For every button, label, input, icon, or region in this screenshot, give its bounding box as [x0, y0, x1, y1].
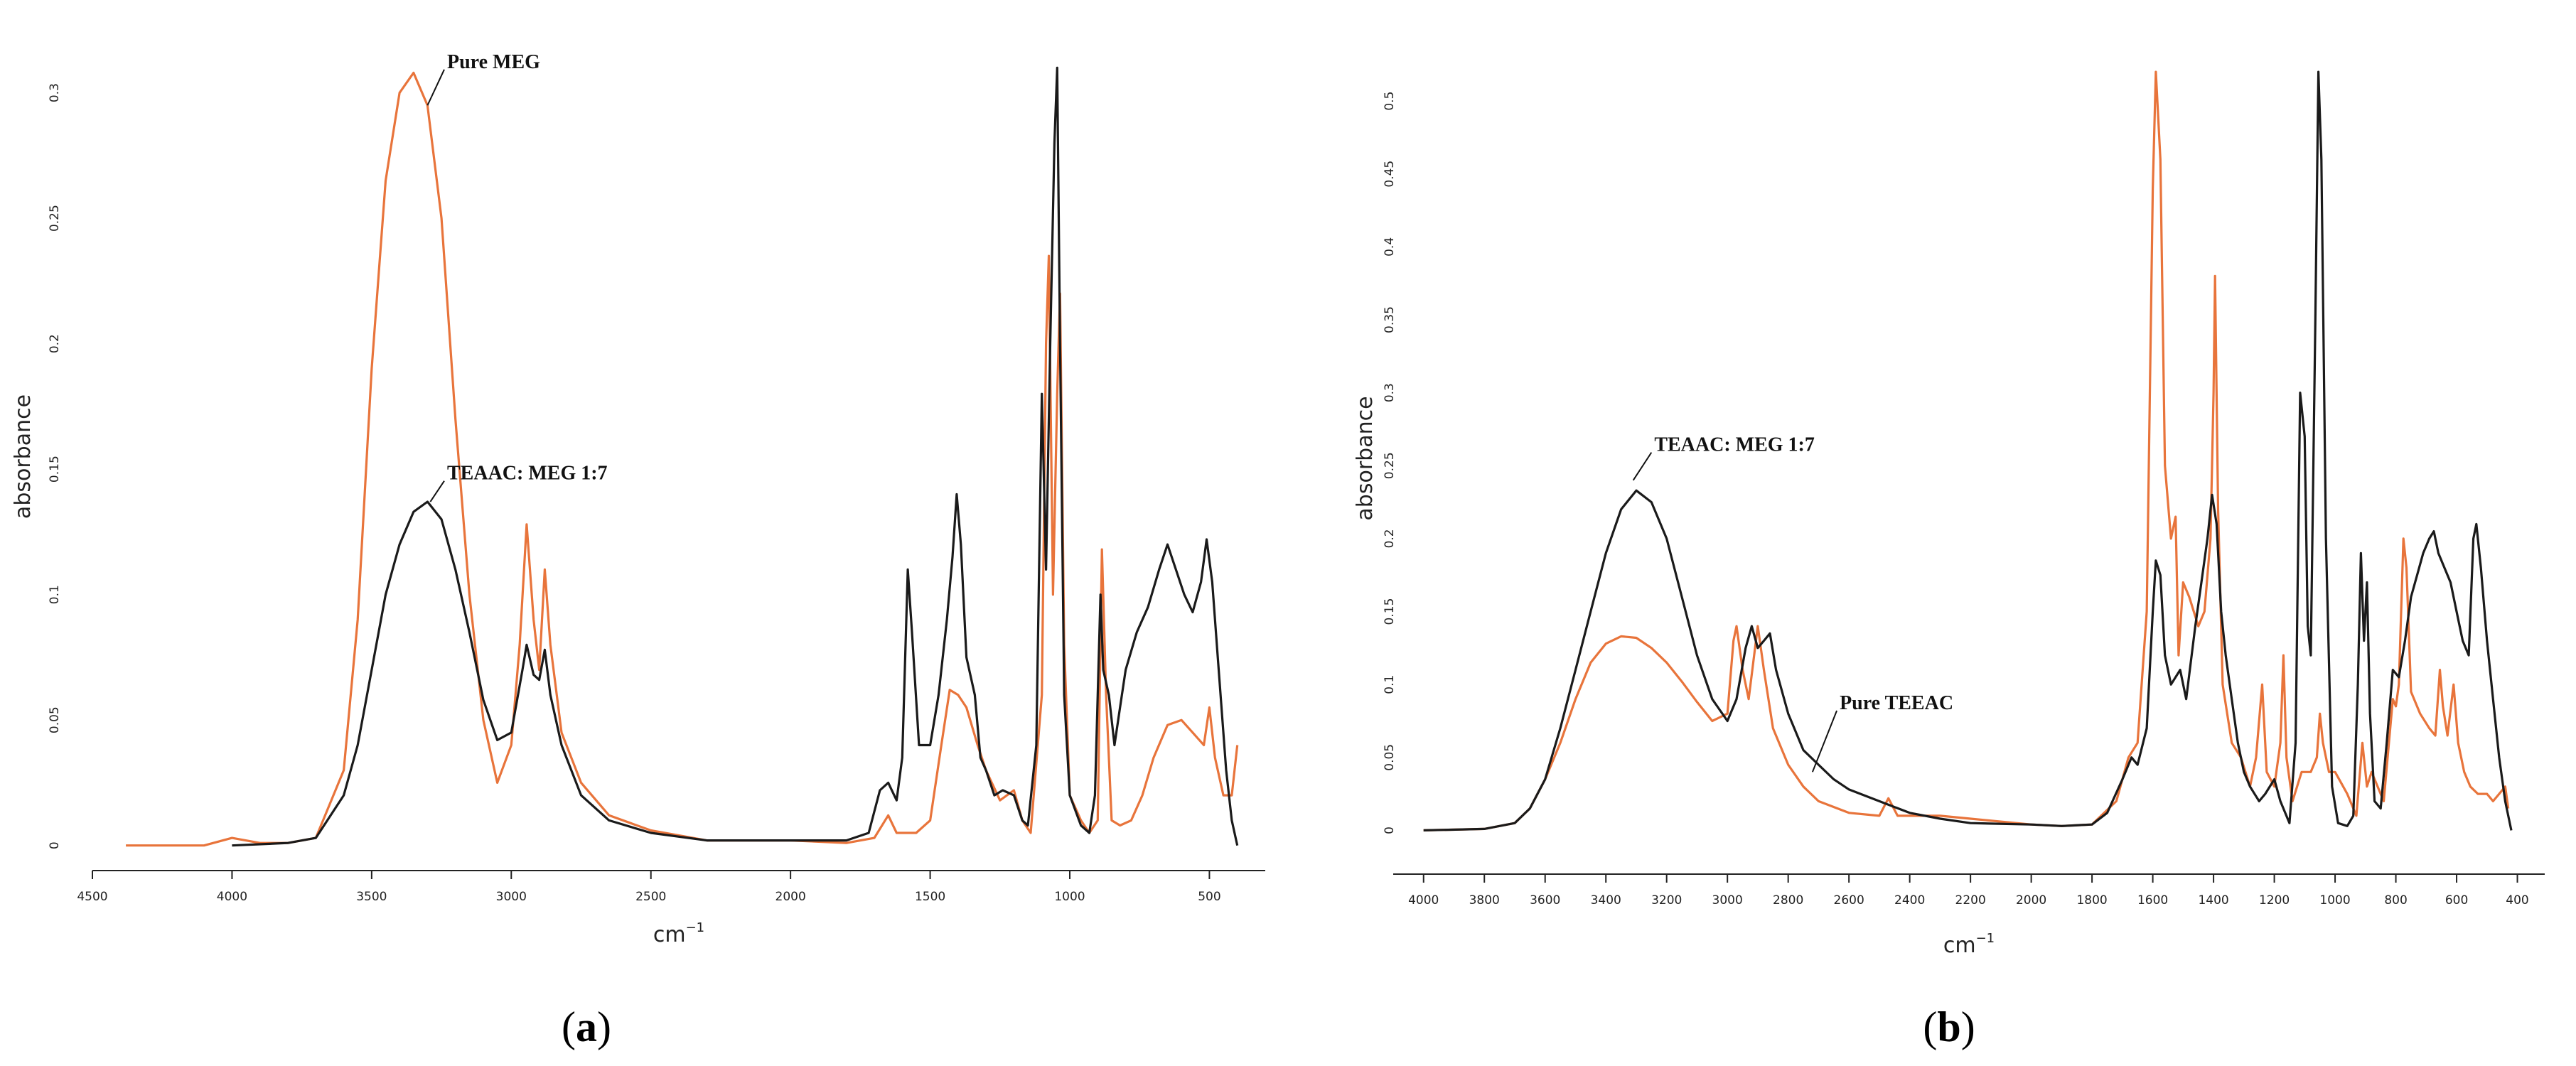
annotation-leader: [426, 69, 445, 106]
x-tick-label: 2600: [1834, 893, 1864, 908]
annotation-leader: [1811, 710, 1837, 772]
y-tick-label: 0.25: [1383, 452, 1397, 479]
series-line-pure-meg: [126, 71, 1239, 847]
x-tick-label: 1000: [1054, 890, 1085, 904]
y-tick-label: 0.3: [1383, 383, 1397, 402]
y-tick-label: 0.2: [48, 334, 62, 353]
x-tick-label: 4500: [77, 890, 107, 904]
caption-b: (b): [1923, 1003, 1975, 1050]
y-axis-label: absorbance: [1353, 396, 1378, 520]
series-line-pure-teeac: [1423, 70, 2510, 831]
x-tick-label: 3000: [1712, 893, 1743, 908]
x-tick-label: 4000: [1408, 893, 1439, 908]
x-tick-label: 1500: [915, 890, 945, 904]
x-tick-label: 1000: [2319, 893, 2350, 908]
y-axis-label: absorbance: [11, 394, 36, 519]
x-tick-label: 2500: [635, 890, 666, 904]
x-tick-label: 4000: [217, 890, 247, 904]
x-tick-label: 800: [2384, 893, 2407, 908]
x-axis-label: cm−1: [1943, 931, 1995, 958]
x-tick-label: 2400: [1894, 893, 1925, 908]
y-tick-label: 0.1: [1383, 675, 1397, 694]
annotation-label: TEAAC: MEG 1:7: [1654, 434, 1815, 456]
annotation-label: Pure MEG: [447, 51, 540, 73]
y-tick-label: 0.3: [48, 83, 62, 102]
y-tick-label: 0.45: [1383, 161, 1397, 188]
annotation-leader: [1632, 452, 1653, 481]
series-line-teaac-meg-1-7: [232, 66, 1239, 847]
x-tick-label: 1200: [2259, 893, 2290, 908]
x-axis-label: cm−1: [653, 920, 704, 947]
y-tick-label: 0: [1383, 827, 1397, 834]
x-tick-label: 3500: [356, 890, 387, 904]
x-tick-label: 3800: [1469, 893, 1500, 908]
x-tick-label: 2000: [776, 890, 806, 904]
x-tick-label: 500: [1198, 890, 1220, 904]
caption-a: (a): [562, 1003, 611, 1050]
annotation-leader: [429, 480, 445, 502]
y-tick-label: 0.25: [48, 205, 62, 232]
x-tick-label: 3200: [1651, 893, 1682, 908]
annotation-label: TEAAC: MEG 1:7: [447, 463, 608, 485]
x-tick-label: 3600: [1530, 893, 1560, 908]
x-tick-label: 1400: [2198, 893, 2228, 908]
panel-b: 4000 3800 3600 3400 3200 3000 2800 2600 2400 2200…: [1353, 70, 2545, 958]
y-tick-label: 0.15: [48, 456, 62, 483]
y-tick-label: 0.4: [1383, 237, 1397, 257]
y-tick-label: 0.1: [48, 585, 62, 604]
y-tick-label: 0.05: [48, 706, 62, 733]
x-tick-label: 2000: [2016, 893, 2046, 908]
y-tick-label: 0.15: [1383, 598, 1397, 625]
panel-a: 4500 4000 3500 3000 2500 2000 1500 1000 500 0 0.05…: [11, 51, 1265, 947]
y-tick-label: 0.05: [1383, 744, 1397, 771]
annotation-label: Pure TEEAC: [1840, 692, 1953, 714]
x-tick-label: 2800: [1773, 893, 1803, 908]
y-tick-label: 0.5: [1383, 92, 1397, 111]
x-tick-label: 600: [2445, 893, 2468, 908]
x-tick-label: 1800: [2076, 893, 2107, 908]
x-tick-label: 3000: [496, 890, 527, 904]
y-tick-label: 0.2: [1383, 529, 1397, 548]
x-tick-label: 1600: [2137, 893, 2168, 908]
x-tick-label: 3400: [1591, 893, 1621, 908]
y-tick-label: 0: [48, 841, 62, 849]
series-line-teaac-meg-1-7: [1423, 70, 2513, 831]
x-tick-label: 2200: [1955, 893, 1986, 908]
y-tick-label: 0.35: [1383, 306, 1397, 333]
x-tick-label: 400: [2506, 893, 2528, 908]
